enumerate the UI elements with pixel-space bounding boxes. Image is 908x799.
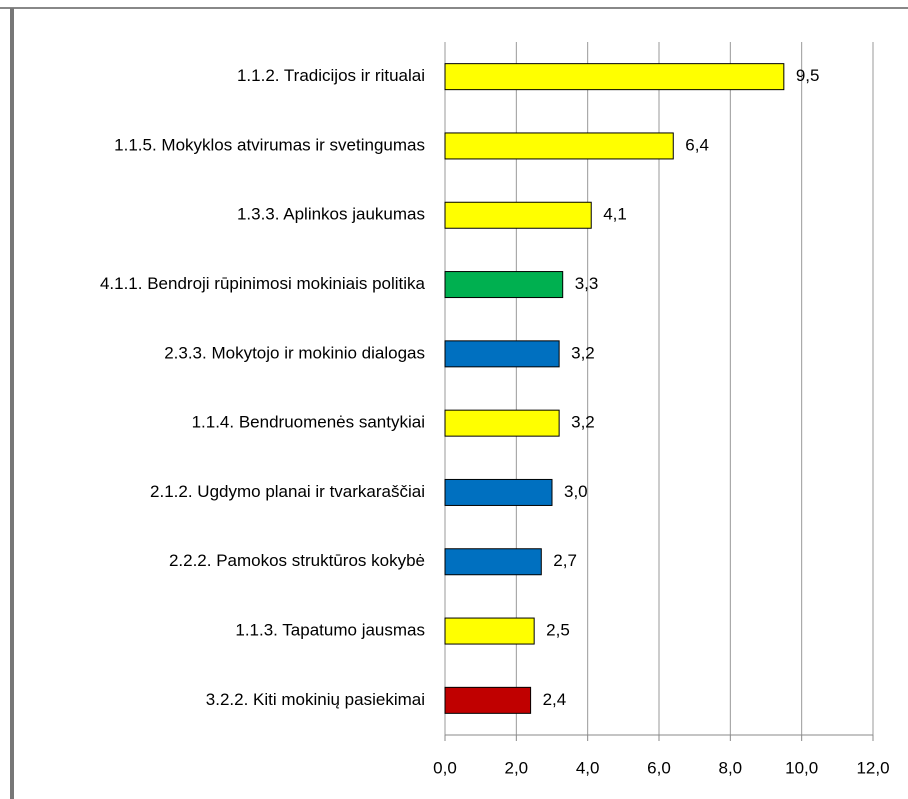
bar <box>444 201 592 229</box>
y-tick-label: 2.1.2. Ugdymo planai ir tvarkaraščiai <box>150 482 425 501</box>
bar <box>444 548 542 576</box>
bar <box>444 271 564 299</box>
y-tick-label: 1.1.4. Bendruomenės santykiai <box>192 413 425 432</box>
bar <box>444 63 785 91</box>
data-label: 3,2 <box>571 343 595 362</box>
x-tick-label: 0,0 <box>433 758 457 777</box>
x-tick-label: 4,0 <box>576 758 600 777</box>
x-tick-label: 12,0 <box>856 758 889 777</box>
bar <box>444 409 560 437</box>
data-label: 3,0 <box>564 482 588 501</box>
bar <box>444 617 535 645</box>
x-tick-label: 2,0 <box>505 758 529 777</box>
y-tick-label: 3.2.2. Kiti mokinių pasiekimai <box>206 690 425 709</box>
data-label: 6,4 <box>685 135 709 154</box>
y-tick-label: 1.1.3. Tapatumo jausmas <box>235 621 425 640</box>
x-tick-label: 10,0 <box>785 758 818 777</box>
data-label: 2,5 <box>546 621 570 640</box>
x-tick-label: 6,0 <box>647 758 671 777</box>
data-label: 2,7 <box>553 551 577 570</box>
y-tick-label: 1.3.3. Aplinkos jaukumas <box>237 205 425 224</box>
x-tick-label: 8,0 <box>719 758 743 777</box>
y-tick-label: 4.1.1. Bendroji rūpinimosi mokiniais pol… <box>100 274 426 293</box>
data-label: 3,3 <box>575 274 599 293</box>
data-label: 3,2 <box>571 413 595 432</box>
data-label: 2,4 <box>543 690 567 709</box>
data-label: 4,1 <box>603 205 627 224</box>
bar <box>444 340 560 368</box>
data-label: 9,5 <box>796 66 820 85</box>
bar <box>444 132 674 160</box>
y-tick-label: 1.1.5. Mokyklos atvirumas ir svetingumas <box>114 135 425 154</box>
y-tick-label: 2.3.3. Mokytojo ir mokinio dialogas <box>164 343 425 362</box>
y-tick-label: 1.1.2. Tradicijos ir ritualai <box>237 66 425 85</box>
bar <box>444 478 553 506</box>
y-tick-label: 2.2.2. Pamokos struktūros kokybė <box>169 551 425 570</box>
bar <box>444 686 532 714</box>
